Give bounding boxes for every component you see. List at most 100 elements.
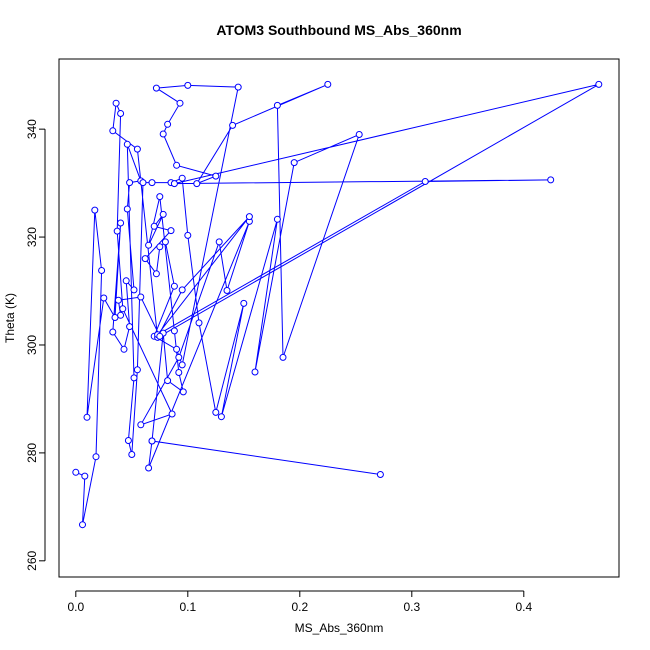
- chart-title: ATOM3 Southbound MS_Abs_360nm: [216, 22, 461, 38]
- data-point: [167, 227, 175, 235]
- data-point: [111, 314, 119, 321]
- data-point: [126, 323, 134, 331]
- data-point: [117, 219, 125, 227]
- data-point: [119, 305, 127, 313]
- data-point: [421, 178, 429, 185]
- data-point: [137, 293, 145, 301]
- data-point: [547, 176, 555, 184]
- data-point: [195, 319, 203, 327]
- data-point: [133, 145, 141, 153]
- data-point: [376, 471, 384, 478]
- x-axis-label: MS_Abs_360nm: [295, 621, 384, 635]
- data-point: [123, 205, 131, 213]
- data-point: [234, 83, 242, 91]
- data-point: [175, 353, 183, 361]
- y-axis: 260 280 300 320 340: [25, 119, 46, 571]
- data-point: [595, 80, 603, 88]
- data-point: [178, 286, 186, 294]
- data-point: [170, 180, 178, 188]
- data-point: [130, 286, 138, 294]
- data-point: [139, 179, 147, 187]
- y-tick-label: 320: [25, 227, 39, 247]
- data-point: [124, 437, 132, 444]
- data-point: [193, 180, 201, 188]
- data-point: [179, 388, 187, 396]
- data-point: [128, 451, 136, 458]
- data-point: [126, 179, 134, 187]
- data-point: [133, 366, 141, 374]
- data-point: [290, 159, 298, 167]
- y-tick-label: 260: [25, 550, 39, 570]
- data-point: [273, 101, 281, 109]
- data-point: [113, 227, 121, 235]
- data-point: [215, 238, 223, 246]
- data-point: [184, 231, 192, 239]
- data-point: [92, 453, 100, 461]
- data-point: [79, 521, 86, 529]
- data-point: [324, 80, 332, 88]
- data-point: [178, 174, 186, 182]
- data-point: [159, 210, 167, 218]
- data-point: [130, 374, 138, 382]
- data-point: [229, 121, 237, 129]
- series-layer: [72, 80, 603, 529]
- y-tick-label: 300: [25, 335, 39, 355]
- data-point: [148, 179, 156, 187]
- data-point: [150, 222, 158, 230]
- data-point: [164, 120, 172, 128]
- data-point: [145, 241, 153, 249]
- data-point: [175, 369, 183, 376]
- data-point: [223, 287, 231, 294]
- y-tick-label: 280: [25, 443, 39, 463]
- x-tick-label: 0.0: [67, 600, 84, 614]
- x-tick-label: 0.3: [403, 600, 420, 614]
- data-point: [176, 99, 184, 107]
- data-point: [141, 255, 149, 263]
- data-point: [98, 267, 106, 274]
- data-point: [148, 437, 156, 445]
- data-point: [152, 84, 160, 92]
- data-point: [355, 131, 363, 138]
- data-point: [114, 296, 122, 304]
- y-axis-label: Theta (K): [3, 293, 17, 343]
- data-point: [156, 332, 164, 340]
- data-point: [212, 408, 220, 416]
- data-point: [122, 277, 130, 285]
- data-point: [156, 193, 164, 201]
- data-point: [240, 299, 248, 307]
- data-point: [109, 328, 117, 336]
- data-point: [159, 130, 167, 138]
- data-point: [245, 213, 253, 221]
- data-point: [91, 206, 99, 214]
- data-point: [156, 243, 164, 251]
- x-tick-label: 0.4: [515, 600, 532, 614]
- x-tick-label: 0.2: [291, 600, 308, 614]
- data-point: [123, 140, 131, 148]
- data-point: [100, 294, 108, 302]
- plot-frame: [58, 58, 620, 578]
- data-point: [212, 172, 220, 180]
- data-point: [137, 421, 145, 429]
- data-point: [168, 410, 176, 418]
- data-point: [251, 368, 259, 376]
- data-point: [164, 377, 172, 385]
- data-point: [117, 110, 125, 117]
- data-point: [279, 353, 287, 361]
- data-point: [120, 345, 128, 353]
- data-point: [81, 472, 89, 480]
- data-point: [217, 413, 225, 421]
- data-point: [173, 161, 181, 169]
- data-point: [72, 468, 80, 476]
- data-point: [117, 311, 125, 319]
- data-point: [184, 81, 192, 89]
- data-point: [112, 99, 120, 107]
- y-tick-label: 340: [25, 119, 39, 139]
- data-point: [273, 215, 281, 223]
- data-point: [173, 345, 181, 353]
- data-point: [152, 270, 160, 278]
- x-axis: 0.0 0.1 0.2 0.3 0.4: [67, 590, 532, 614]
- data-point: [170, 327, 178, 335]
